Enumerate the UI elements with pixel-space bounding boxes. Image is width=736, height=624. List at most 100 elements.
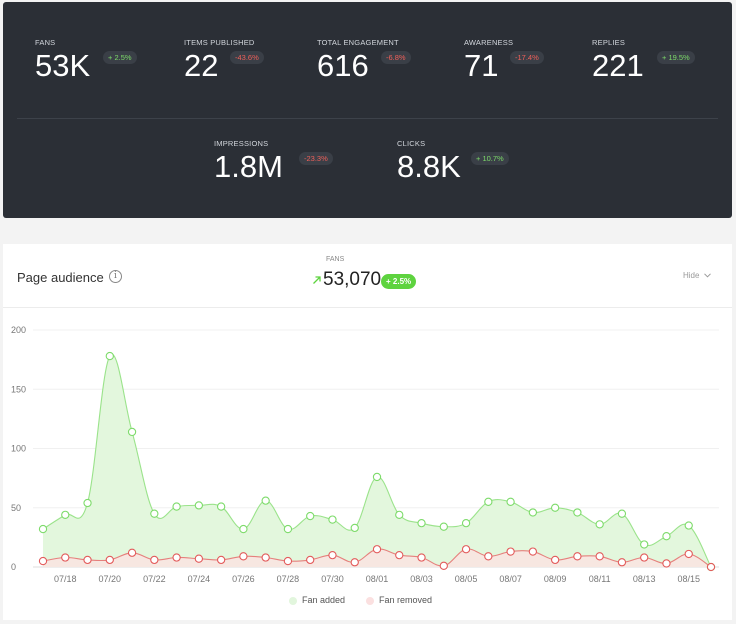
data-point[interactable] (83, 555, 92, 565)
data-point[interactable] (283, 524, 293, 534)
data-point[interactable] (640, 540, 649, 549)
stat-value: 53K (35, 48, 91, 83)
x-tick-label: 08/01 (366, 574, 389, 584)
data-point[interactable] (306, 555, 315, 565)
series-area-fan-added (43, 354, 711, 567)
data-point[interactable] (328, 550, 337, 560)
hide-button[interactable]: Hide (683, 271, 711, 280)
data-point[interactable] (38, 524, 48, 534)
x-tick-label: 08/09 (544, 574, 567, 584)
stat-label: ITEMS PUBLISHED (184, 38, 255, 47)
data-point[interactable] (684, 521, 693, 530)
stat-label: CLICKS (397, 139, 426, 148)
data-point[interactable] (417, 553, 426, 562)
data-point[interactable] (127, 427, 137, 437)
data-point[interactable] (706, 562, 716, 572)
data-point[interactable] (150, 555, 159, 565)
data-point[interactable] (261, 553, 270, 562)
data-point[interactable] (372, 545, 382, 554)
data-point[interactable] (105, 351, 114, 361)
x-tick-label: 07/28 (277, 574, 300, 584)
data-point[interactable] (640, 553, 649, 562)
data-point[interactable] (484, 497, 493, 506)
x-tick-label: 07/26 (232, 574, 255, 584)
data-point[interactable] (216, 502, 226, 511)
fans-value: 53,070 (323, 269, 382, 290)
data-point[interactable] (595, 552, 604, 561)
data-point[interactable] (61, 553, 70, 562)
data-point[interactable] (550, 503, 560, 512)
data-point[interactable] (38, 556, 48, 566)
x-tick-label: 08/03 (410, 574, 433, 584)
hide-label: Hide (683, 271, 700, 280)
y-tick-label: 200 (11, 325, 26, 335)
stat-label: IMPRESSIONS (214, 139, 269, 148)
card-divider (3, 307, 732, 308)
data-point[interactable] (372, 472, 382, 482)
data-point[interactable] (417, 519, 426, 528)
data-point[interactable] (61, 510, 70, 520)
data-point[interactable] (261, 496, 270, 505)
stat-label: REPLIES (592, 38, 626, 47)
data-point[interactable] (306, 511, 315, 521)
data-point[interactable] (127, 548, 137, 557)
stat-label: TOTAL ENGAGEMENT (317, 38, 399, 47)
legend-swatch-removed (366, 596, 374, 605)
legend-fan-added[interactable]: Fan added (289, 595, 345, 605)
data-point[interactable] (506, 547, 515, 556)
legend-label: Fan removed (379, 595, 433, 605)
data-point[interactable] (283, 556, 293, 566)
stat-label: AWARENESS (464, 38, 514, 47)
data-point[interactable] (239, 524, 248, 534)
data-point[interactable] (484, 552, 493, 561)
x-tick-label: 07/18 (54, 574, 77, 584)
data-point[interactable] (395, 550, 404, 560)
data-point[interactable] (617, 558, 627, 567)
data-point[interactable] (439, 561, 448, 570)
data-point[interactable] (328, 515, 337, 524)
data-point[interactable] (350, 523, 359, 533)
x-tick-label: 07/24 (188, 574, 211, 584)
data-point[interactable] (506, 497, 515, 506)
data-point[interactable] (662, 532, 671, 541)
data-point[interactable] (439, 522, 448, 531)
data-point[interactable] (172, 553, 181, 562)
data-point[interactable] (550, 555, 560, 565)
data-point[interactable] (216, 555, 226, 565)
x-tick-label: 08/13 (633, 574, 656, 584)
stat-change-badge: -6.8% (381, 51, 411, 64)
stat-value: 8.8K (397, 149, 461, 184)
x-tick-label: 07/20 (99, 574, 122, 584)
stat-change-badge: + 10.7% (471, 152, 509, 165)
data-point[interactable] (105, 555, 114, 565)
data-point[interactable] (194, 501, 204, 510)
data-point[interactable] (172, 502, 181, 511)
data-point[interactable] (528, 508, 538, 517)
data-point[interactable] (573, 552, 582, 561)
info-icon[interactable]: i (109, 270, 122, 283)
data-point[interactable] (528, 547, 538, 556)
stat-label: FANS (35, 38, 56, 47)
stats-divider (17, 118, 718, 119)
stat-value: 22 (184, 48, 219, 83)
x-tick-label: 08/05 (455, 574, 478, 584)
data-point[interactable] (573, 508, 582, 517)
data-point[interactable] (461, 545, 471, 554)
data-point[interactable] (83, 498, 92, 508)
data-point[interactable] (150, 509, 159, 518)
legend-fan-removed[interactable]: Fan removed (366, 595, 432, 605)
data-point[interactable] (194, 554, 204, 563)
x-tick-label: 07/22 (143, 574, 166, 584)
data-point[interactable] (595, 520, 604, 529)
series-area-fan-removed (43, 548, 711, 567)
stat-change-badge: -43.6% (230, 51, 264, 64)
data-point[interactable] (395, 510, 404, 520)
fans-change-badge: + 2.5% (381, 274, 417, 289)
data-point[interactable] (239, 552, 248, 561)
data-point[interactable] (350, 558, 359, 567)
data-point[interactable] (684, 549, 693, 559)
data-point[interactable] (617, 509, 627, 518)
data-point[interactable] (662, 559, 671, 568)
data-point[interactable] (461, 519, 471, 528)
y-tick-label: 50 (11, 503, 21, 513)
